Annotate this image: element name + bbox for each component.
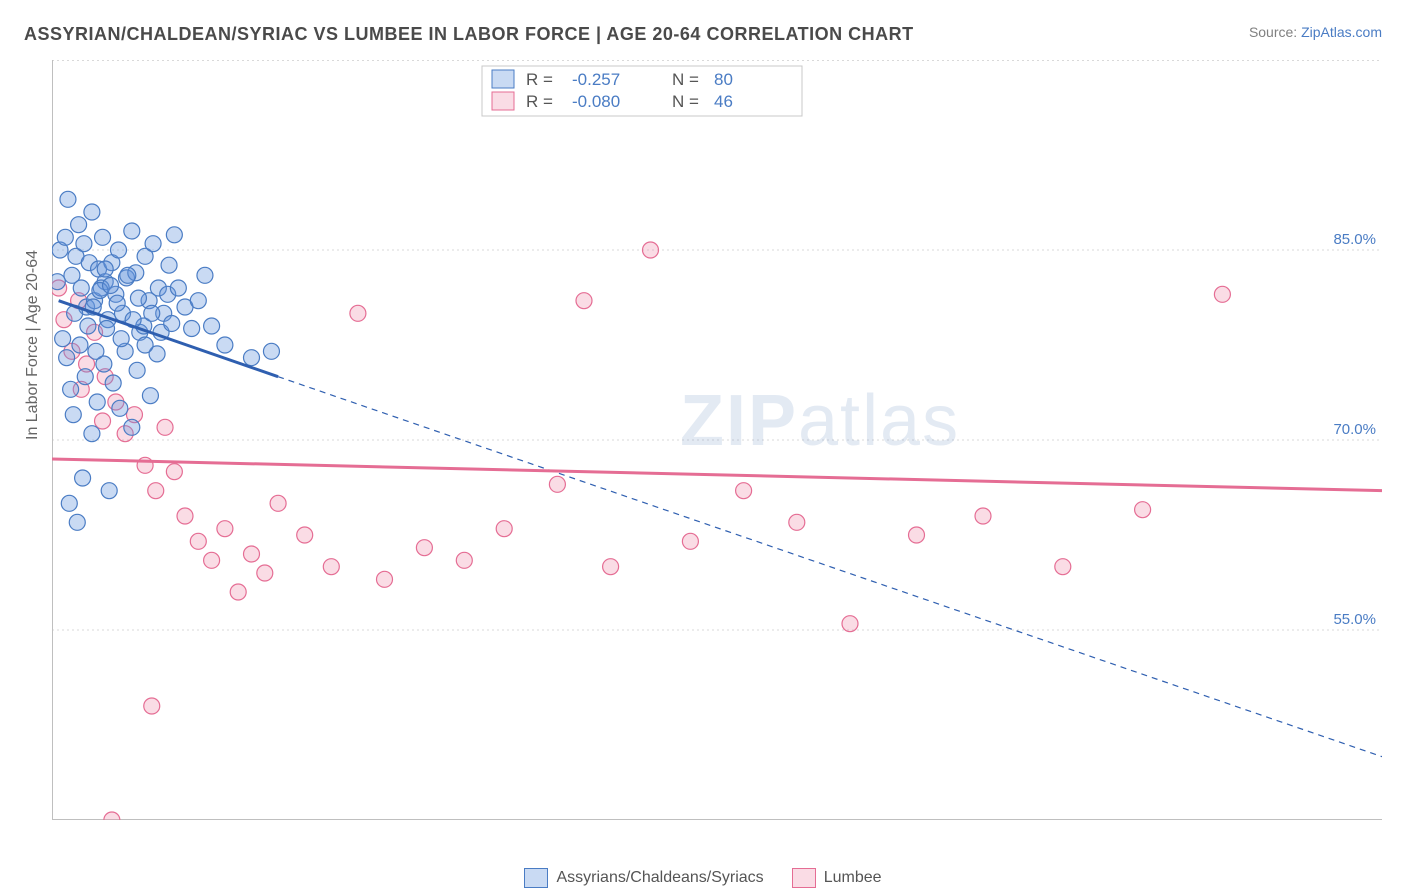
source-attribution: Source: ZipAtlas.com [1249,24,1382,40]
legend-label: Lumbee [824,869,882,886]
y-axis-label: In Labor Force | Age 20-64 [24,250,42,440]
source-link[interactable]: ZipAtlas.com [1301,24,1382,40]
svg-text:N =: N = [672,92,699,111]
svg-text:R =: R = [526,70,553,89]
svg-text:R =: R = [526,92,553,111]
legend-swatch [524,868,548,888]
svg-text:-0.080: -0.080 [572,92,620,111]
svg-text:85.0%: 85.0% [1333,231,1376,248]
svg-text:-0.257: -0.257 [572,70,620,89]
legend-label: Assyrians/Chaldeans/Syriacs [556,869,763,886]
chart-title: ASSYRIAN/CHALDEAN/SYRIAC VS LUMBEE IN LA… [24,24,914,45]
svg-text:46: 46 [714,92,733,111]
svg-text:70.0%: 70.0% [1333,421,1376,438]
legend-item: Lumbee [792,868,882,888]
legend-item: Assyrians/Chaldeans/Syriacs [524,868,763,888]
svg-text:55.0%: 55.0% [1333,611,1376,628]
chart-area: 55.0%70.0%85.0%100.0%0.0%100.0%R = -0.25… [52,60,1382,820]
svg-text:N =: N = [672,70,699,89]
source-label: Source: [1249,24,1301,40]
legend-swatch [792,868,816,888]
scatter-chart-svg: 55.0%70.0%85.0%100.0%0.0%100.0%R = -0.25… [52,60,1382,820]
svg-text:80: 80 [714,70,733,89]
bottom-legend: Assyrians/Chaldeans/Syriacs Lumbee [0,868,1406,888]
